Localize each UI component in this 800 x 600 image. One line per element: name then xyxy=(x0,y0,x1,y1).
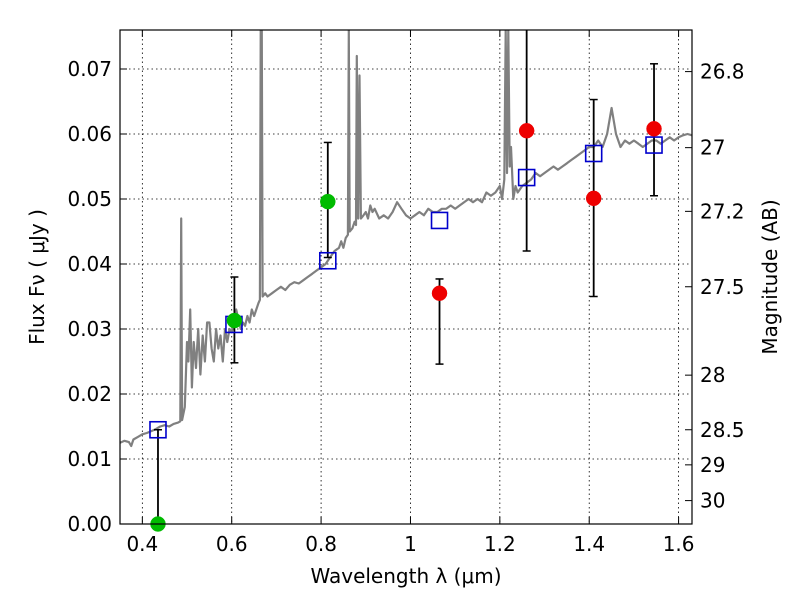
right-tick-label: 30 xyxy=(700,489,725,513)
model-spectrum-line xyxy=(120,30,692,448)
right-tick-label: 27 xyxy=(700,136,725,160)
plot-marks xyxy=(120,30,692,448)
y-tick-label: 0.01 xyxy=(67,447,112,471)
right-tick-label: 28.5 xyxy=(700,418,745,442)
model-point-square xyxy=(517,168,536,187)
x-axis-label: Wavelength λ (μm) xyxy=(310,564,501,588)
right-tick-label: 26.8 xyxy=(700,60,745,84)
observed-point xyxy=(431,285,448,301)
y-tick-label: 0.05 xyxy=(67,187,112,211)
right-tick-label: 27.2 xyxy=(700,199,745,223)
plot-frame xyxy=(119,29,693,525)
observed-point xyxy=(585,190,602,207)
right-tick-label: 28 xyxy=(700,363,725,387)
y-tick-label: 0.04 xyxy=(67,252,112,276)
x-tick-label: 0.8 xyxy=(305,532,337,556)
model-point-square xyxy=(149,420,167,439)
x-tick-label: 1.6 xyxy=(663,532,695,556)
model-point-square xyxy=(584,144,603,163)
x-tick-label: 1 xyxy=(404,532,417,556)
y-tick-label: 0.03 xyxy=(67,317,112,341)
y-tick-label: 0.00 xyxy=(67,512,112,536)
observed-point xyxy=(518,123,535,139)
model-point-square xyxy=(645,136,663,154)
right-tick-label: 27.5 xyxy=(700,275,745,299)
model-point-square xyxy=(430,211,449,230)
model-point-square xyxy=(318,251,337,270)
y-axis-label: Flux Fν ( μJy ) xyxy=(25,209,49,345)
x-tick-label: 0.6 xyxy=(216,532,248,556)
observed-point xyxy=(320,193,336,210)
y-tick-label: 0.02 xyxy=(67,382,112,406)
x-tick-label: 0.4 xyxy=(126,532,158,556)
right-axis-label: Magnitude (AB) xyxy=(758,199,782,354)
right-tick-label: 29 xyxy=(700,453,725,477)
observed-point xyxy=(226,312,243,329)
x-tick-label: 1.4 xyxy=(573,532,605,556)
observed-point xyxy=(646,121,662,137)
x-tick-label: 1.2 xyxy=(484,532,516,556)
data-points xyxy=(149,121,663,532)
y-tick-label: 0.06 xyxy=(67,122,112,146)
y-tick-label: 0.07 xyxy=(67,57,112,81)
axis-ticks: 0.4 0.6 0.8 1 1.2 1.4 1.6 0.00 0.01 0.02 0.03 0.04 0… xyxy=(67,30,745,556)
